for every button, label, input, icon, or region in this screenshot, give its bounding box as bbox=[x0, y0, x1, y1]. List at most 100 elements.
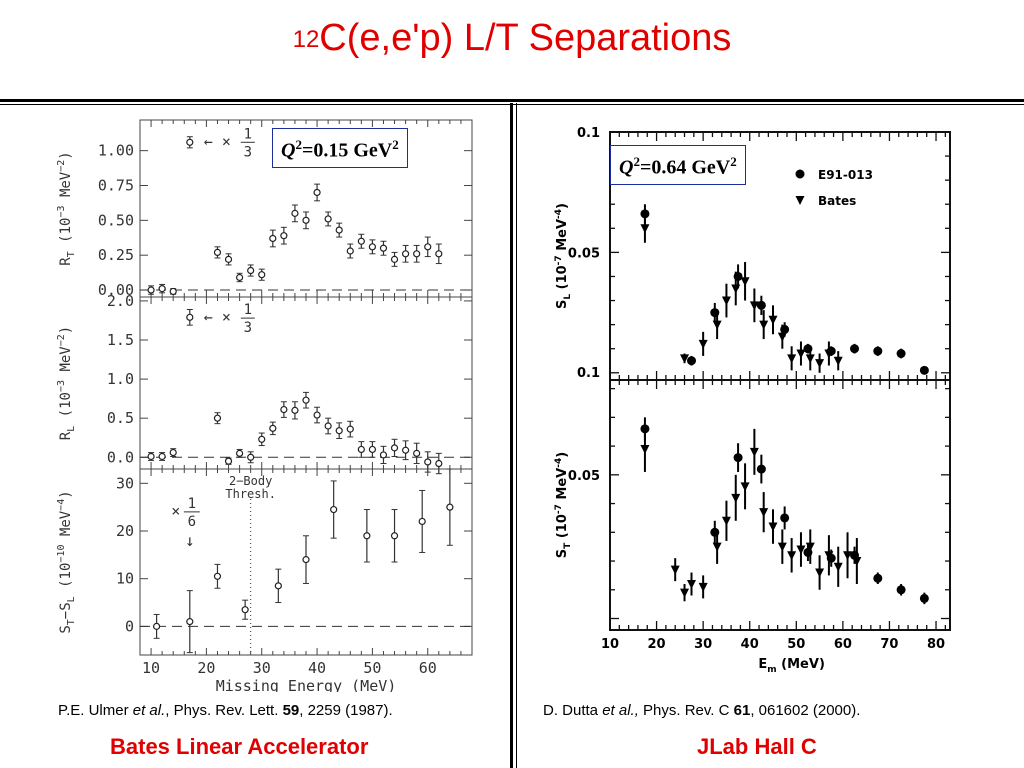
data-point bbox=[158, 285, 166, 293]
y-label-unit: MeV bbox=[555, 468, 570, 504]
data-point bbox=[346, 247, 354, 255]
bates-point bbox=[759, 320, 769, 330]
ref-volume: 59 bbox=[282, 702, 300, 719]
center-divider bbox=[510, 103, 513, 768]
data-point bbox=[413, 449, 421, 457]
threshold-label: Thresh. bbox=[225, 487, 276, 501]
data-point bbox=[224, 255, 233, 263]
x-tick-label: 10 bbox=[142, 659, 160, 677]
data-point bbox=[169, 448, 177, 457]
y-label-exp: −3 bbox=[56, 380, 67, 392]
title-superscript: 12 bbox=[292, 26, 320, 53]
bates-point bbox=[833, 356, 843, 366]
data-point bbox=[357, 445, 365, 454]
bates-point bbox=[712, 542, 722, 552]
bates-point bbox=[777, 332, 787, 342]
bates-rl-panel: 0.0 0.5 1.0 1.5 2.0 RL (10−3 MeV−2) ← × 1 3 bbox=[56, 292, 473, 475]
y-label-close: ) bbox=[58, 326, 74, 334]
e91-013-point bbox=[919, 365, 929, 375]
bates-point bbox=[670, 565, 680, 575]
data-point bbox=[402, 250, 410, 258]
bates-point bbox=[698, 582, 708, 592]
y-tick-label: 2.0 bbox=[107, 292, 134, 310]
x-axis-label: Em (MeV) bbox=[758, 657, 825, 675]
y-tick-label: 0.05 bbox=[568, 246, 600, 261]
y-tick-label: 0.0 bbox=[107, 448, 134, 466]
e91-013-point bbox=[733, 453, 743, 463]
y-axis-label: RT (10−3 MeV−2) bbox=[56, 151, 77, 265]
q2-unit-exponent: 2 bbox=[730, 154, 737, 169]
bates-point bbox=[796, 545, 806, 555]
bates-point bbox=[768, 522, 778, 532]
ref-etal: et al. bbox=[132, 702, 166, 719]
y-label-sub: L bbox=[563, 294, 573, 300]
x-label-sub: m bbox=[767, 665, 776, 675]
bates-point bbox=[687, 580, 697, 590]
y-label-sub: T bbox=[66, 251, 77, 257]
bates-point bbox=[749, 447, 759, 457]
y-tick-label: 0.00 bbox=[98, 281, 134, 299]
y-label-unit: MeV bbox=[58, 510, 74, 544]
data-point bbox=[390, 255, 399, 263]
y-axis-label: ST (10-7 MeV-4) bbox=[554, 452, 573, 558]
data-point bbox=[158, 452, 166, 461]
data-point bbox=[446, 503, 454, 511]
bates-point bbox=[698, 339, 708, 349]
e91-013-point bbox=[850, 344, 860, 354]
y-label-main: S bbox=[555, 300, 570, 309]
q2-symbol: Q bbox=[281, 139, 296, 162]
y-label-main: S bbox=[555, 549, 570, 558]
data-point bbox=[435, 250, 443, 258]
q2-unit-exponent: 2 bbox=[392, 137, 399, 152]
jlab-q2-box: Q2=0.64 GeV2 bbox=[610, 145, 746, 185]
y-label-exp: -7 bbox=[554, 504, 564, 514]
data-point bbox=[186, 313, 194, 321]
annotation-text: × bbox=[171, 502, 180, 520]
bates-point bbox=[768, 315, 778, 325]
bates-point bbox=[796, 349, 806, 359]
data-point bbox=[324, 422, 332, 430]
data-point bbox=[236, 273, 244, 282]
bates-point bbox=[843, 551, 853, 561]
bates-point bbox=[740, 277, 750, 287]
x-tick-label: 50 bbox=[787, 637, 805, 652]
y-tick-label: 0.5 bbox=[107, 409, 134, 427]
y-label-unit-exp: −2 bbox=[56, 334, 67, 346]
y-tick-label: 0.05 bbox=[568, 469, 600, 484]
y-label-unit: MeV bbox=[58, 346, 74, 380]
bates-point bbox=[805, 542, 815, 552]
y-label-unit: MeV bbox=[58, 171, 74, 205]
y-tick-label: 1.5 bbox=[107, 331, 134, 349]
e91-013-point bbox=[896, 585, 906, 595]
ref-volume: 61 bbox=[733, 702, 751, 719]
data-point bbox=[379, 244, 388, 252]
bates-point bbox=[680, 588, 690, 598]
data-point bbox=[258, 271, 266, 279]
ref-author: D. Dutta bbox=[543, 702, 603, 719]
bates-point bbox=[731, 493, 741, 503]
q2-symbol: Q bbox=[619, 156, 634, 179]
threshold-label: 2−Body bbox=[229, 474, 272, 488]
bates-point bbox=[731, 284, 741, 294]
e91-013-point bbox=[873, 346, 883, 356]
bates-lab-label: Bates Linear Accelerator bbox=[110, 734, 369, 759]
y-label-rest: (10 bbox=[58, 392, 74, 426]
x-tick-label: 70 bbox=[880, 637, 898, 652]
x-tick-label: 10 bbox=[601, 637, 619, 652]
y-label-close: ) bbox=[555, 452, 570, 458]
data-point bbox=[335, 226, 343, 234]
bates-point bbox=[640, 444, 650, 454]
y-tick-label: 20 bbox=[116, 522, 134, 540]
x-axis-label: Missing Energy (MeV) bbox=[216, 677, 397, 692]
bates-q2-box: Q2=0.15 GeV2 bbox=[272, 128, 408, 168]
y-axis-label: RL (10−3 MeV−2) bbox=[56, 326, 77, 440]
data-point bbox=[153, 622, 161, 630]
e91-013-point bbox=[873, 573, 883, 583]
y-axis-label: SL (10-7 MeV-4) bbox=[554, 203, 573, 309]
annotation-text: ← × bbox=[204, 132, 231, 150]
data-point bbox=[269, 234, 277, 243]
panel-frame bbox=[609, 379, 951, 631]
x-label-main: E bbox=[758, 657, 767, 672]
x-tick-label: 40 bbox=[308, 659, 326, 677]
